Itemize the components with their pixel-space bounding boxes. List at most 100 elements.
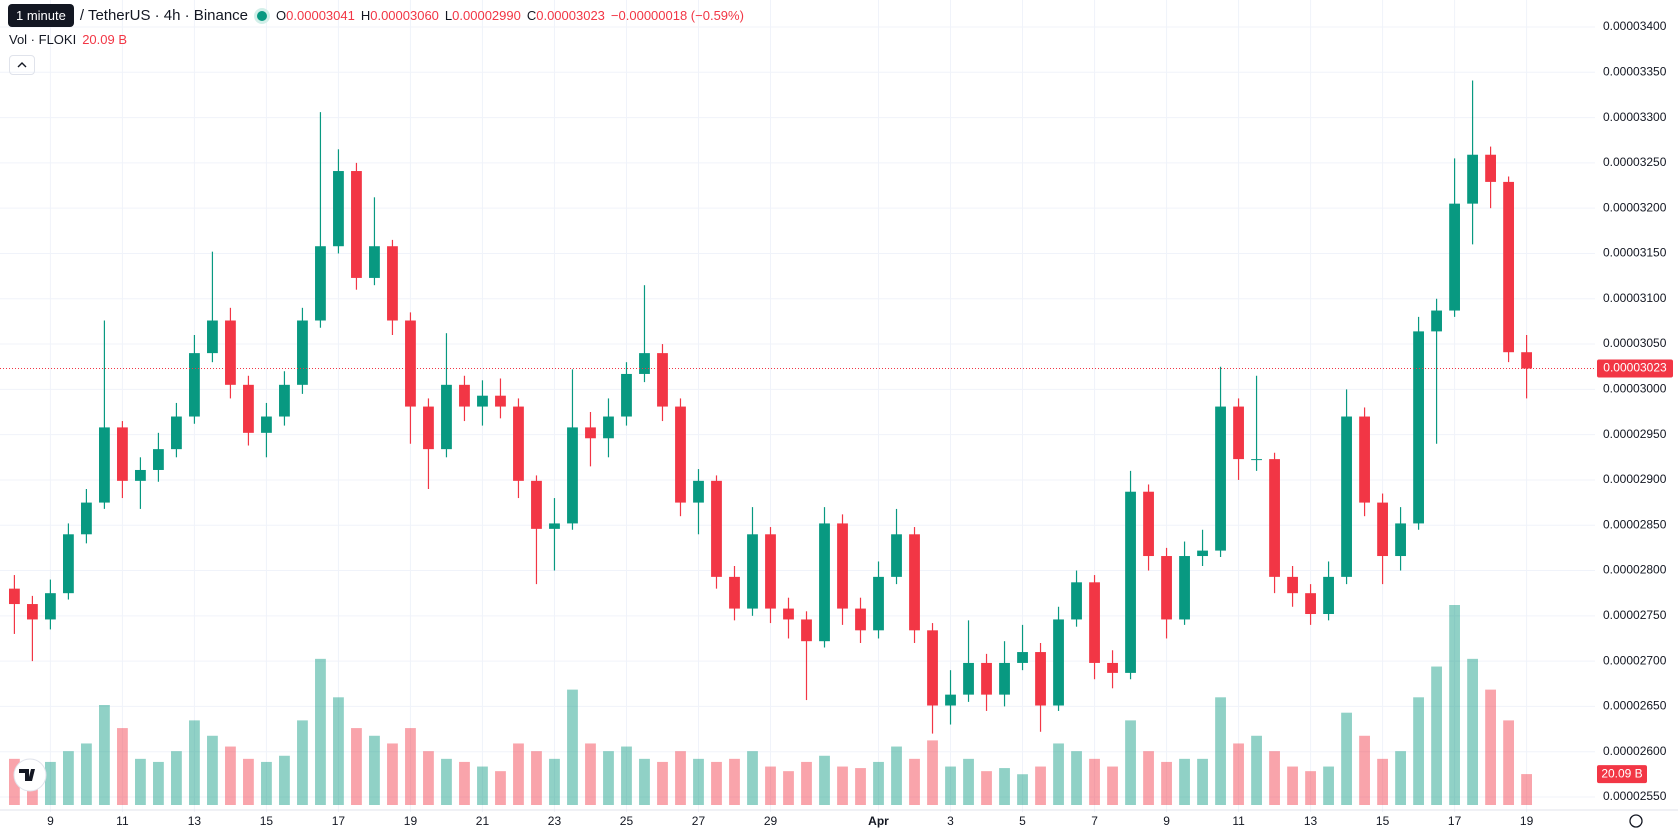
volume-bar	[549, 758, 560, 805]
settings-icon[interactable]	[1629, 814, 1643, 828]
candle-body	[963, 662, 974, 695]
symbol[interactable]: / TetherUS · 4h · Binance	[79, 7, 249, 24]
volume-bar	[135, 758, 146, 805]
volume-bar	[1395, 751, 1406, 805]
x-tick-label: 25	[620, 814, 634, 828]
candle-body	[747, 534, 758, 609]
candle-body	[1287, 576, 1298, 594]
candle-body	[1035, 652, 1046, 706]
candle-body	[621, 373, 632, 417]
candle-body	[549, 523, 560, 529]
candle-body	[1449, 203, 1460, 311]
volume-bar	[1179, 758, 1190, 805]
volume-bar	[1359, 735, 1370, 805]
volume-bar	[1017, 774, 1028, 805]
x-tick-label: 13	[188, 814, 202, 828]
volume-legend: Vol · FLOKI 20.09 B	[9, 32, 127, 47]
candle-body	[63, 534, 74, 594]
candle-body	[567, 427, 578, 524]
volume-bar	[603, 751, 614, 805]
x-tick-label: 11	[116, 814, 129, 828]
candle-body	[261, 416, 272, 433]
candle-body	[405, 320, 416, 407]
volume-bar	[1071, 751, 1082, 805]
volume-bar	[675, 751, 686, 805]
candle-body	[1359, 416, 1370, 503]
volume-bar	[1377, 758, 1388, 805]
candle-body	[369, 246, 380, 278]
volume-bar	[783, 771, 794, 805]
x-tick-label: Apr	[868, 814, 889, 828]
candle-body	[873, 576, 884, 631]
candle-body	[1251, 459, 1262, 461]
x-tick-label: 17	[332, 814, 346, 828]
last-price-box	[1597, 359, 1673, 378]
volume-bar	[1305, 771, 1316, 805]
volume-bar	[621, 746, 632, 805]
volume-bar	[1089, 758, 1100, 805]
candle-body	[981, 662, 992, 695]
logo-mark	[19, 769, 35, 781]
candle-body	[1305, 593, 1316, 615]
candle-body	[513, 406, 524, 481]
volume-bar	[1269, 751, 1280, 805]
candle-body	[1143, 491, 1154, 557]
volume-bar	[1287, 766, 1298, 805]
y-tick-label: 0.00003250	[1603, 155, 1667, 169]
volume-bar	[873, 761, 884, 805]
y-tick-label: 0.00003200	[1603, 200, 1667, 214]
volume-bar	[477, 766, 488, 805]
candle-body	[1053, 619, 1064, 706]
volume-bar	[1161, 761, 1172, 805]
volume-bar	[747, 751, 758, 805]
volume-bar	[855, 768, 866, 805]
volume-bar	[1503, 720, 1514, 805]
candle-body	[153, 449, 164, 470]
candle-body	[1071, 582, 1082, 620]
ohlc-value: 0.00003023	[536, 8, 605, 23]
candle-body	[423, 406, 434, 450]
candle-body	[1107, 662, 1118, 673]
candle-body	[1161, 556, 1172, 620]
candle-body	[1125, 491, 1136, 673]
candle-body	[1197, 550, 1208, 557]
candle-body	[459, 384, 470, 407]
y-tick-label: 0.00002700	[1603, 653, 1667, 667]
volume-bar	[1521, 774, 1532, 805]
volume-bar	[1143, 751, 1154, 805]
candle-body	[387, 246, 398, 321]
volume-bar	[513, 743, 524, 805]
volume-bar	[1485, 689, 1496, 805]
volume-bar	[117, 728, 128, 805]
candle-body	[927, 630, 938, 706]
candle-body	[1017, 652, 1028, 663]
x-tick-label: 29	[764, 814, 778, 828]
candle-body	[315, 246, 326, 321]
candle-body	[585, 427, 596, 439]
y-tick-label: 0.00002750	[1603, 608, 1667, 622]
x-tick-label: 19	[1520, 814, 1534, 828]
volume-value: 20.09 B	[82, 32, 128, 47]
candle-body	[243, 384, 254, 433]
candle-body	[693, 480, 704, 503]
volume-bar	[333, 697, 344, 805]
collapse-button[interactable]	[9, 55, 35, 75]
candle-body	[45, 593, 56, 620]
candle-body	[9, 588, 20, 605]
y-tick-label: 0.00002850	[1603, 517, 1667, 531]
volume-bar	[711, 761, 722, 805]
x-tick-label: 5	[1019, 814, 1026, 828]
volume-bar	[1215, 697, 1226, 805]
volume-bar	[459, 761, 470, 805]
x-tick-label: 15	[260, 814, 274, 828]
candle-body	[729, 576, 740, 609]
y-tick-label: 0.00003150	[1603, 246, 1667, 260]
candle-body	[27, 604, 38, 620]
volume-bar	[279, 755, 290, 805]
volume-bar	[765, 766, 776, 805]
volume-bar	[63, 751, 74, 805]
y-tick-label: 0.00002550	[1603, 789, 1667, 803]
x-tick-label: 3	[947, 814, 954, 828]
x-tick-label: 15	[1376, 814, 1390, 828]
